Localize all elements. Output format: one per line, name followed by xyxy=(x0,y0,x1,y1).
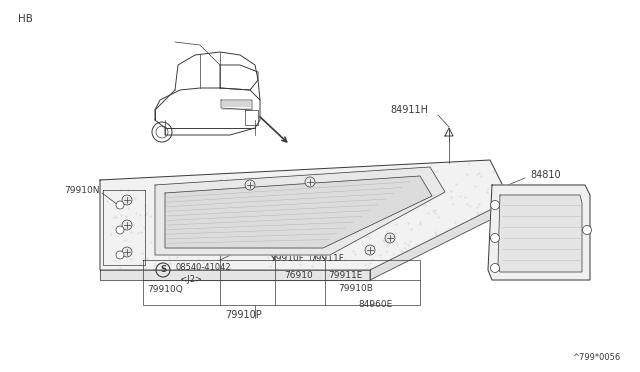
Text: 79458: 79458 xyxy=(530,214,561,224)
Circle shape xyxy=(122,220,132,230)
Text: 79910F: 79910F xyxy=(270,254,304,263)
Circle shape xyxy=(245,180,255,190)
Text: 79911E: 79911E xyxy=(328,271,362,280)
Text: S: S xyxy=(160,266,166,275)
Circle shape xyxy=(490,234,499,243)
Text: 79910N: 79910N xyxy=(65,186,100,195)
Text: <J2>: <J2> xyxy=(175,275,202,284)
Circle shape xyxy=(490,201,499,209)
Text: 84810: 84810 xyxy=(530,170,561,180)
Circle shape xyxy=(385,233,395,243)
Text: 79850: 79850 xyxy=(528,242,559,252)
Text: 84911H: 84911H xyxy=(390,105,428,115)
Text: 08540-41042: 08540-41042 xyxy=(175,263,230,272)
Text: 79910Q: 79910Q xyxy=(147,285,183,294)
Text: 84960E: 84960E xyxy=(358,300,392,309)
Circle shape xyxy=(365,245,375,255)
Polygon shape xyxy=(165,176,432,248)
Circle shape xyxy=(582,225,591,234)
Text: ^799*0056: ^799*0056 xyxy=(572,353,620,362)
Polygon shape xyxy=(488,185,590,280)
Text: 76910: 76910 xyxy=(284,271,313,280)
Polygon shape xyxy=(498,195,582,272)
Circle shape xyxy=(122,195,132,205)
Text: 79911F: 79911F xyxy=(310,254,344,263)
Circle shape xyxy=(116,251,124,259)
Polygon shape xyxy=(100,160,510,270)
Text: 79910B: 79910B xyxy=(338,284,373,293)
Text: 79910P: 79910P xyxy=(225,310,262,320)
Text: HB: HB xyxy=(18,14,33,24)
Circle shape xyxy=(305,177,315,187)
Polygon shape xyxy=(100,270,370,280)
Circle shape xyxy=(122,247,132,257)
Polygon shape xyxy=(155,167,445,255)
Circle shape xyxy=(116,226,124,234)
Circle shape xyxy=(116,201,124,209)
Circle shape xyxy=(490,263,499,273)
Polygon shape xyxy=(370,200,510,280)
